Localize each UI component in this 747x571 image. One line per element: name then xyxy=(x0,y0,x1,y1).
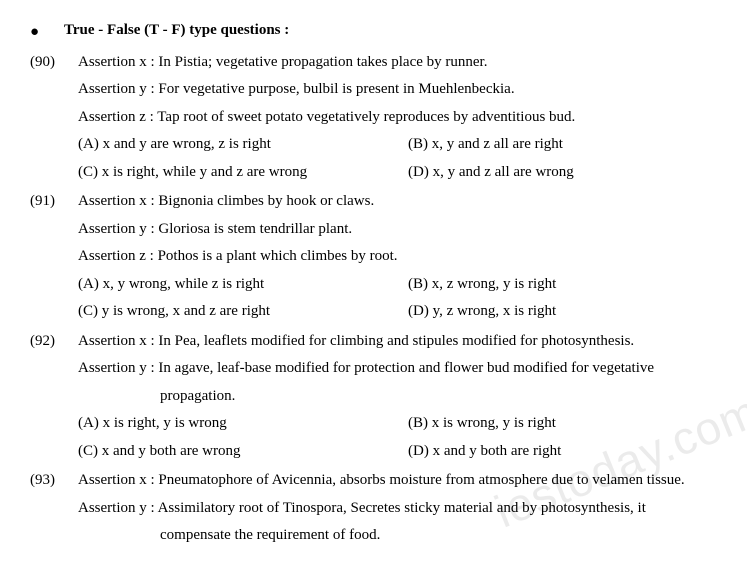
option-a: (A) x, y wrong, while z is right xyxy=(78,272,408,298)
question-93: (93) Assertion x : Pneumatophore of Avic… xyxy=(30,468,717,551)
option-c: (C) y is wrong, x and z are right xyxy=(78,299,408,325)
question-90: (90) Assertion x : In Pistia; vegetative… xyxy=(30,50,717,188)
assertion-line: Assertion y : In agave, leaf-base modifi… xyxy=(78,356,717,382)
assertion-line: Assertion x : Pneumatophore of Avicennia… xyxy=(78,468,717,494)
option-b: (B) x, z wrong, y is right xyxy=(408,272,717,298)
option-row: (C) y is wrong, x and z are right (D) y,… xyxy=(78,299,717,325)
question-number: (92) xyxy=(30,329,78,467)
option-a: (A) x is right, y is wrong xyxy=(78,411,408,437)
option-d: (D) x, y and z all are wrong xyxy=(408,160,717,186)
question-92: (92) Assertion x : In Pea, leaflets modi… xyxy=(30,329,717,467)
assertion-line: Assertion x : In Pistia; vegetative prop… xyxy=(78,50,717,76)
option-row: (C) x and y both are wrong (D) x and y b… xyxy=(78,439,717,465)
assertion-line-cont: propagation. xyxy=(78,384,717,410)
assertion-line-cont: compensate the requirement of food. xyxy=(78,523,717,549)
option-row: (C) x is right, while y and z are wrong … xyxy=(78,160,717,186)
option-a: (A) x and y are wrong, z is right xyxy=(78,132,408,158)
question-number: (93) xyxy=(30,468,78,551)
question-number: (90) xyxy=(30,50,78,188)
assertion-line: Assertion y : Gloriosa is stem tendrilla… xyxy=(78,217,717,243)
question-body: Assertion x : In Pistia; vegetative prop… xyxy=(78,50,717,188)
assertion-line: Assertion x : In Pea, leaflets modified … xyxy=(78,329,717,355)
question-91: (91) Assertion x : Bignonia climbes by h… xyxy=(30,189,717,327)
question-body: Assertion x : Pneumatophore of Avicennia… xyxy=(78,468,717,551)
assertion-line: Assertion z : Pothos is a plant which cl… xyxy=(78,244,717,270)
assertion-line: Assertion z : Tap root of sweet potato v… xyxy=(78,105,717,131)
option-row: (A) x, y wrong, while z is right (B) x, … xyxy=(78,272,717,298)
bullet-icon: ● xyxy=(30,18,64,46)
assertion-line: Assertion y : For vegetative purpose, bu… xyxy=(78,77,717,103)
option-b: (B) x is wrong, y is right xyxy=(408,411,717,437)
option-row: (A) x is right, y is wrong (B) x is wron… xyxy=(78,411,717,437)
option-row: (A) x and y are wrong, z is right (B) x,… xyxy=(78,132,717,158)
question-number: (91) xyxy=(30,189,78,327)
section-header: ● True - False (T - F) type questions : xyxy=(30,18,717,46)
assertion-line: Assertion y : Assimilatory root of Tinos… xyxy=(78,496,717,522)
option-c: (C) x and y both are wrong xyxy=(78,439,408,465)
option-b: (B) x, y and z all are right xyxy=(408,132,717,158)
option-d: (D) y, z wrong, x is right xyxy=(408,299,717,325)
section-title: True - False (T - F) type questions : xyxy=(64,18,289,44)
option-d: (D) x and y both are right xyxy=(408,439,717,465)
option-c: (C) x is right, while y and z are wrong xyxy=(78,160,408,186)
question-body: Assertion x : Bignonia climbes by hook o… xyxy=(78,189,717,327)
assertion-line: Assertion x : Bignonia climbes by hook o… xyxy=(78,189,717,215)
question-body: Assertion x : In Pea, leaflets modified … xyxy=(78,329,717,467)
